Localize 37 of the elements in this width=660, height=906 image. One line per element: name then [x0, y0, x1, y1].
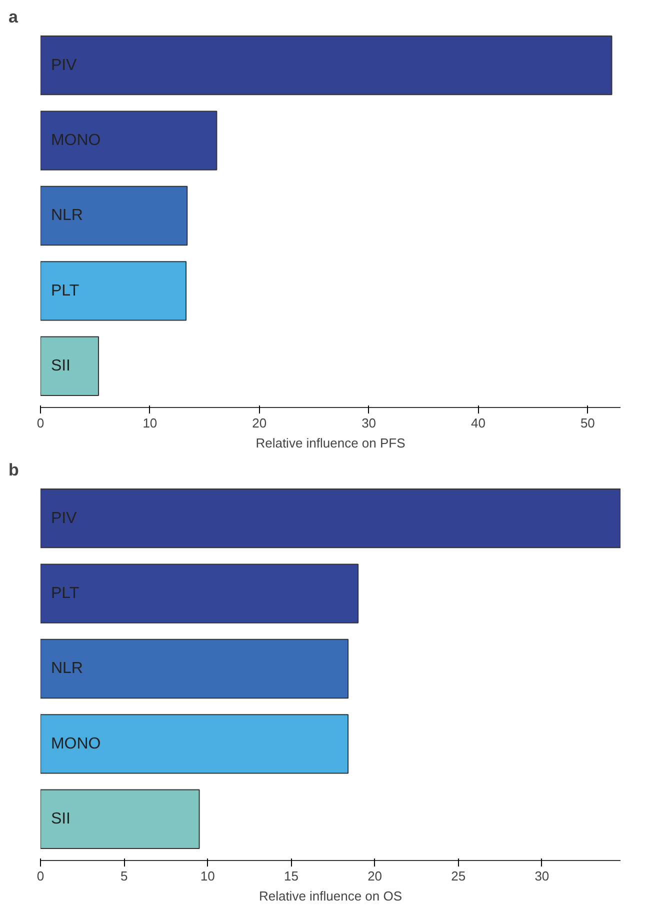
bar [40, 714, 349, 774]
bar [40, 564, 359, 624]
x-tick-label: 15 [284, 868, 298, 884]
category-label: MONO [50, 735, 101, 752]
bar [40, 110, 218, 170]
category-label: SII [50, 810, 71, 828]
x-tick-label: 10 [200, 868, 215, 884]
x-tick-label: 25 [451, 868, 466, 884]
x-tick-label: 0 [36, 416, 44, 430]
bar [40, 789, 200, 849]
bar [40, 336, 99, 396]
x-tick-label: 50 [580, 416, 595, 430]
x-tick-label: 40 [471, 416, 486, 430]
x-tick-label: 20 [252, 416, 267, 430]
category-label: MONO [50, 132, 101, 150]
x-tick-label: 5 [120, 868, 128, 884]
chart-title: a [8, 8, 18, 26]
bar [40, 36, 612, 96]
chart-title: b [8, 460, 19, 480]
category-label: SII [50, 358, 71, 375]
x-tick-label: 30 [362, 416, 376, 430]
category-label: NLR [50, 660, 83, 678]
category-label: PIV [50, 56, 77, 74]
bar [40, 488, 620, 548]
category-label: PLT [50, 282, 80, 300]
bar [40, 638, 349, 699]
category-label: PIV [50, 510, 77, 527]
x-tick-label: 0 [36, 868, 44, 884]
x-tick-label: 20 [368, 868, 382, 884]
x-tick-label: 30 [534, 868, 550, 884]
category-label: NLR [50, 207, 83, 224]
x-tick-label: 10 [142, 416, 158, 430]
x-axis-title: Relative influence on OS [258, 888, 402, 904]
category-label: PLT [50, 585, 80, 602]
bar [40, 261, 187, 321]
x-axis-title: Relative influence on PFS [256, 436, 406, 450]
bar [40, 186, 188, 246]
